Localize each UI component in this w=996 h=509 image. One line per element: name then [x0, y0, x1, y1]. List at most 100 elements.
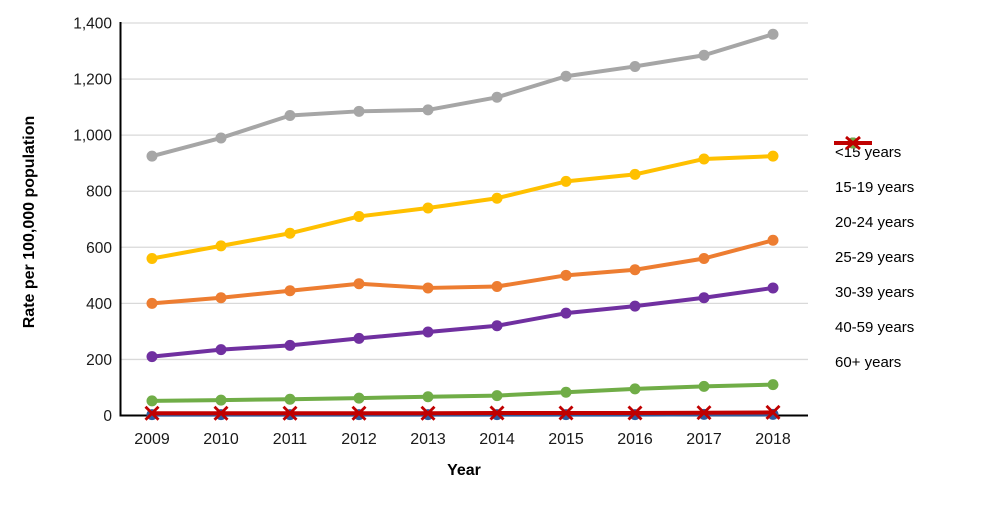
- legend-label: 15-19 years: [835, 179, 915, 196]
- x-tick-label: 2011: [273, 431, 308, 448]
- circle-marker: [422, 202, 434, 214]
- circle-marker: [215, 132, 227, 144]
- x-tick-label: 2018: [755, 431, 791, 448]
- legend-item: 40-59 years: [833, 137, 915, 345]
- legend-label: 25-29 years: [835, 249, 915, 266]
- legend-label: 60+ years: [835, 354, 902, 371]
- circle-marker: [560, 307, 572, 319]
- circle-marker: [767, 234, 779, 246]
- series-line-30-39-years: [150, 285, 775, 359]
- circle-marker: [560, 269, 572, 281]
- legend-item: 60+ years: [833, 135, 914, 380]
- x-marker: [351, 405, 367, 421]
- circle-marker: [491, 320, 503, 332]
- y-tick-label: 1,200: [73, 72, 112, 89]
- circle-marker: [629, 60, 641, 72]
- circle-marker: [422, 282, 434, 294]
- x-marker: [420, 405, 436, 421]
- y-axis-title: Rate per 100,000 population: [21, 115, 38, 329]
- legend-item: 20-24 years: [833, 137, 915, 240]
- x-tick-label: 2014: [479, 431, 515, 448]
- legend-label: 40-59 years: [835, 319, 915, 336]
- circle-marker: [698, 292, 710, 304]
- series-line-20-24-years: [150, 32, 775, 159]
- circle-marker: [560, 386, 572, 398]
- circle-marker: [215, 292, 227, 304]
- y-tick-label: 1,000: [73, 128, 112, 145]
- legend-item: 25-29 years: [833, 137, 915, 275]
- circle-marker: [698, 253, 710, 264]
- circle-marker: [353, 105, 365, 117]
- circle-marker: [491, 390, 503, 402]
- x-marker: [489, 405, 505, 421]
- x-marker: [558, 405, 574, 421]
- circle-marker: [491, 192, 503, 204]
- y-tick-label: 1,400: [73, 16, 112, 33]
- legend-swatch-x-icon: [834, 135, 872, 151]
- circle-marker: [353, 332, 365, 344]
- circle-marker: [284, 393, 296, 405]
- circle-marker: [767, 282, 779, 294]
- circle-marker: [353, 392, 365, 404]
- circle-marker: [560, 70, 572, 82]
- circle-marker: [767, 28, 779, 40]
- circle-marker: [146, 150, 158, 162]
- x-tick-label: 2010: [203, 431, 239, 448]
- circle-marker: [767, 150, 779, 162]
- series-line-25-29-years: [150, 154, 775, 261]
- circle-marker: [422, 104, 434, 116]
- legend-item: 30-39 years: [833, 137, 915, 310]
- circle-marker: [146, 351, 158, 363]
- x-marker: [282, 405, 298, 421]
- circle-marker: [353, 210, 365, 222]
- x-tick-label: 2013: [410, 431, 446, 448]
- x-tick-label: 2009: [134, 431, 170, 448]
- circle-marker: [698, 49, 710, 61]
- legend-item: 15-19 years: [833, 137, 915, 205]
- x-tick-label: 2017: [686, 431, 722, 448]
- y-tick-label: 200: [86, 352, 112, 369]
- circle-marker: [629, 300, 641, 312]
- y-tick-label: 600: [86, 240, 112, 257]
- circle-marker: [146, 297, 158, 309]
- y-tick-label: 0: [103, 408, 112, 425]
- x-axis-title: Year: [447, 462, 481, 479]
- circle-marker: [560, 175, 572, 187]
- circle-marker: [767, 379, 779, 391]
- x-tick-label: 2015: [548, 431, 584, 448]
- circle-marker: [284, 339, 296, 351]
- circle-marker: [284, 110, 296, 122]
- circle-marker: [698, 153, 710, 165]
- x-marker: [144, 405, 160, 421]
- circle-marker: [284, 227, 296, 239]
- chart-legend: <15 years 15-19 years 20-24 years 25-29 yea…: [833, 135, 914, 380]
- circle-marker: [146, 395, 158, 407]
- x-marker: [213, 405, 229, 421]
- x-marker: [696, 405, 712, 421]
- series-line-60-years: [150, 410, 775, 416]
- circle-marker: [698, 380, 710, 392]
- series-line-40-59-years: [150, 382, 775, 403]
- circle-marker: [422, 326, 434, 338]
- circle-marker: [422, 391, 434, 403]
- circle-marker: [146, 253, 158, 264]
- legend-label: 20-24 years: [835, 214, 915, 231]
- circle-marker: [215, 344, 227, 356]
- circle-marker: [215, 394, 227, 406]
- circle-marker: [215, 240, 227, 252]
- circle-marker: [491, 281, 503, 293]
- circle-marker: [284, 285, 296, 297]
- legend-label: 30-39 years: [835, 284, 915, 301]
- y-tick-label: 400: [86, 296, 112, 313]
- x-marker: [627, 405, 643, 421]
- series-line-15-19-years: [150, 238, 775, 306]
- x-tick-label: 2012: [341, 431, 377, 448]
- circle-marker: [629, 264, 641, 276]
- circle-marker: [491, 91, 503, 103]
- circle-marker: [629, 168, 641, 180]
- circle-marker: [629, 383, 641, 395]
- x-marker: [765, 404, 781, 420]
- y-tick-label: 800: [86, 184, 112, 201]
